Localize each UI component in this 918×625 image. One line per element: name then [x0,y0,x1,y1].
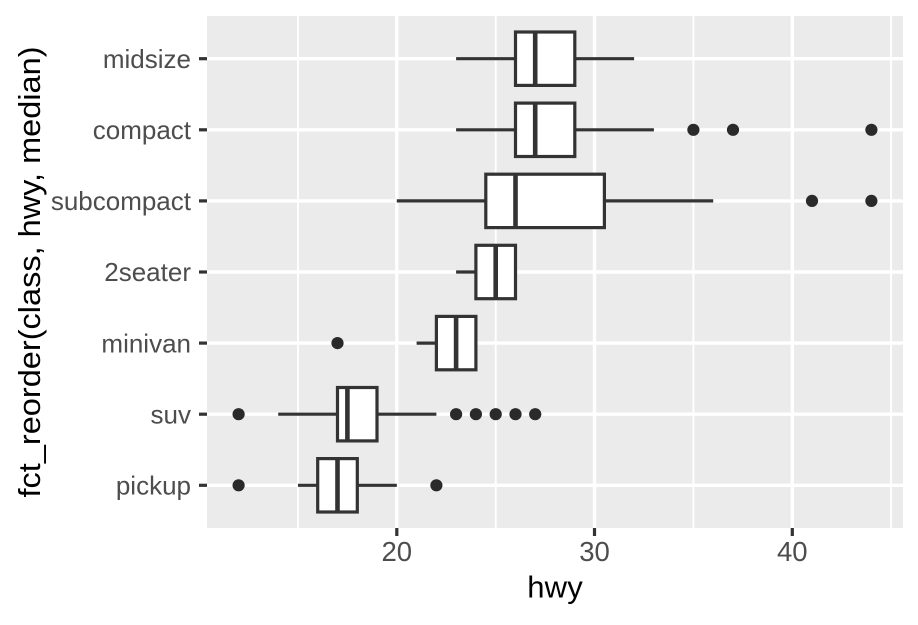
svg-text:compact: compact [93,115,192,145]
svg-text:20: 20 [382,536,413,567]
svg-text:hwy: hwy [527,570,583,605]
svg-text:minivan: minivan [101,328,191,358]
svg-text:subcompact: subcompact [51,186,192,216]
svg-text:fct_reorder(class, hwy, median: fct_reorder(class, hwy, median) [12,47,47,498]
svg-text:2seater: 2seater [104,257,191,287]
svg-text:pickup: pickup [116,471,191,501]
svg-text:40: 40 [777,536,808,567]
svg-text:30: 30 [579,536,610,567]
svg-text:midsize: midsize [103,44,191,74]
svg-text:suv: suv [151,399,191,429]
